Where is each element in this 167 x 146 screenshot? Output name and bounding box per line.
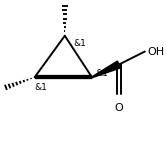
Text: &1: &1 xyxy=(95,69,108,78)
Text: O: O xyxy=(115,103,124,113)
Text: &1: &1 xyxy=(35,83,47,92)
Text: &1: &1 xyxy=(74,39,87,48)
Polygon shape xyxy=(92,61,121,78)
Text: OH: OH xyxy=(148,47,165,57)
